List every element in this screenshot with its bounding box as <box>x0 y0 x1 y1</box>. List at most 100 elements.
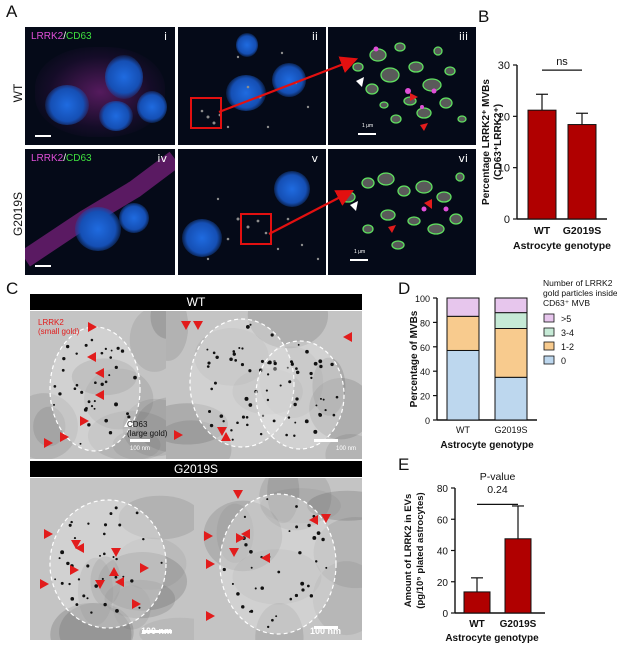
red-arrowhead <box>40 579 49 589</box>
gold-particle <box>243 515 247 519</box>
legend-swatch <box>543 327 555 337</box>
gold-particle <box>273 367 277 371</box>
em-texture <box>313 517 362 589</box>
y-tick-label: 20 <box>437 578 449 589</box>
red-arrowhead <box>206 559 215 569</box>
stack-segment-wt <box>446 349 480 421</box>
roman-v: v <box>311 152 318 165</box>
gold-particle <box>312 536 317 540</box>
gold-particle <box>90 405 94 408</box>
em-texture <box>30 393 78 459</box>
red-arrowhead <box>140 563 149 573</box>
gold-particle <box>273 361 277 366</box>
y-axis-title-line1: Amount of LRRK2 in EVs <box>403 494 414 607</box>
gold-particle <box>93 400 96 403</box>
gold-particle <box>254 587 257 590</box>
scale-label-g2019s-right: 100 nm <box>310 626 342 636</box>
panel-letter-e: E <box>398 455 410 474</box>
red-arrowhead <box>95 368 104 378</box>
em-texture <box>59 602 134 640</box>
gold-particle <box>77 578 81 581</box>
gold-particle <box>103 523 108 527</box>
gold-particle <box>160 561 163 564</box>
gold-particle <box>90 611 93 614</box>
x-tick-label: G2019S <box>494 425 527 435</box>
red-arrowhead <box>221 432 231 441</box>
red-arrowhead <box>95 390 104 400</box>
gold-particle <box>86 564 90 568</box>
inset-scale-label: 1 μm <box>362 123 374 129</box>
roman-ii: ii <box>311 30 318 43</box>
y-tick-label: 30 <box>498 60 510 72</box>
gold-particle <box>75 383 79 387</box>
red-arrowhead <box>88 322 97 332</box>
em-image-g2019s-left <box>30 478 194 640</box>
micrograph-iv: LRRK2/CD63 iv <box>25 149 175 275</box>
gold-particle <box>104 380 108 384</box>
x-tick-label: G2019S <box>563 225 602 237</box>
red-arrowhead <box>70 565 79 575</box>
gold-particle <box>142 537 145 541</box>
gold-particle <box>295 370 300 375</box>
em-texture <box>267 478 300 524</box>
gold-particle <box>114 402 118 407</box>
y-axis-title-line2: (pg/10⁵ plated astrocytes) <box>415 492 426 608</box>
gold-particle <box>301 588 305 592</box>
red-arrowhead <box>60 432 69 442</box>
scale-label-wt-left: 100 nm <box>130 446 151 452</box>
gold-particle <box>213 381 217 385</box>
lrrk2-label: LRRK2 <box>31 31 64 42</box>
gold-particle <box>249 323 252 326</box>
vesicle-overlay <box>352 42 467 135</box>
roman-i: i <box>163 30 167 43</box>
p-value: 0.24 <box>487 484 508 496</box>
gold-particle <box>219 414 224 418</box>
gold-particle <box>315 560 318 563</box>
em-texture <box>255 603 304 640</box>
stack-segment-g2019s <box>494 376 528 421</box>
gold-particle <box>207 361 211 365</box>
gold-particle <box>241 605 245 609</box>
gold-particle <box>295 397 299 401</box>
gold-particle <box>70 597 75 601</box>
gold-particle <box>68 523 72 527</box>
gold-particle <box>316 531 321 535</box>
red-arrowhead <box>87 352 96 362</box>
em-texture <box>166 420 232 459</box>
gold-particle <box>208 410 212 414</box>
mvb-outline <box>49 499 167 629</box>
gold-particle <box>108 431 113 435</box>
gold-particle <box>206 348 209 351</box>
em-texture <box>232 549 322 605</box>
gold-particle <box>86 597 89 600</box>
gold-particle <box>80 390 84 394</box>
gold-particle <box>260 586 264 590</box>
y-axis-title: Percentage LRRK2⁺ MVBs (CD63⁺LRRK2⁺) <box>481 79 504 205</box>
y-tick-label: 60 <box>420 343 430 353</box>
gold-particle <box>114 506 118 510</box>
significance-label: ns <box>556 56 568 68</box>
y-axis-title: Amount of LRRK2 in EVs (pg/10⁵ plated ast… <box>403 492 426 608</box>
micrograph-ii: ii <box>178 27 326 145</box>
red-arrowhead <box>44 529 53 539</box>
em-texture <box>307 490 362 521</box>
gold-particle <box>293 434 296 437</box>
gold-particle <box>295 367 298 370</box>
gold-particle <box>232 352 236 356</box>
p-value-label: P-value <box>480 471 516 483</box>
legend-swatch <box>543 313 555 323</box>
em-texture <box>112 430 161 459</box>
white-arrowhead <box>356 77 364 87</box>
gold-particle <box>250 566 253 569</box>
y-axis-title-line2: (CD63⁺LRRK2⁺) <box>493 104 504 180</box>
red-arrowhead <box>204 531 213 541</box>
em-texture <box>312 561 362 636</box>
x-axis-title: Astrocyte genotype <box>445 633 539 644</box>
gold-particle <box>318 359 323 364</box>
gold-particle <box>79 442 82 445</box>
gold-particle <box>231 438 234 441</box>
lrrk2-small-gold-label: LRRK2 <box>38 318 64 327</box>
gold-particle <box>115 557 118 561</box>
x-tick-label: G2019S <box>500 619 537 630</box>
gold-particle <box>82 594 86 598</box>
